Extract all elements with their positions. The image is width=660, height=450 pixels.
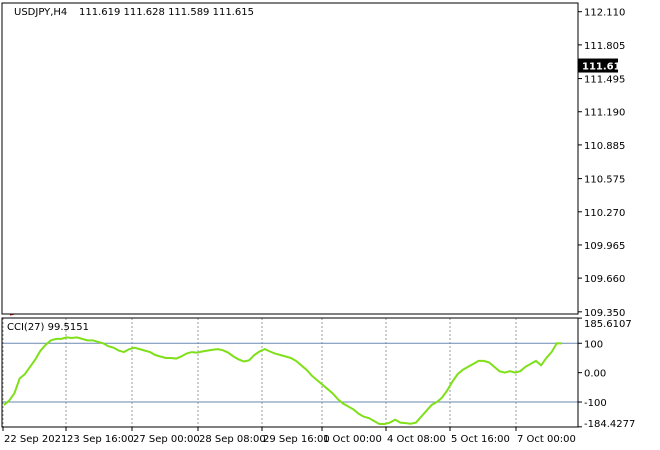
time-tick-label: 1 Oct 00:00	[323, 434, 382, 445]
cci-tick-label: 0.00	[584, 369, 606, 380]
time-tick-label: 4 Oct 08:00	[387, 434, 446, 445]
cci-grid	[2, 318, 578, 427]
price-tick-label: 109.965	[584, 241, 625, 252]
price-tick-label: 110.575	[584, 175, 625, 186]
price-tick-label: 110.885	[584, 141, 625, 152]
time-tick-label: 22 Sep 2021	[4, 434, 67, 445]
cci-tick-label: 100	[584, 339, 603, 350]
cci-tick-label: -184.4277	[584, 419, 635, 430]
price-tick-label: 109.350	[584, 308, 625, 319]
time-tick-label: 27 Sep 00:00	[133, 434, 200, 445]
current-price-tag	[578, 58, 618, 73]
labels: USDJPY,H4 111.619 111.628 111.589 111.61…	[7, 7, 254, 333]
cci-panel-frame	[1, 317, 579, 428]
time-tick-label: 28 Sep 08:00	[199, 434, 266, 445]
cci-label: CCI(27) 99.5151	[7, 322, 89, 333]
cci-line	[3, 336, 563, 426]
symbol-header: USDJPY,H4	[14, 7, 67, 18]
time-tick-label: 7 Oct 00:00	[517, 434, 576, 445]
axes: 112.110 111.805 111.495 111.190 110.885 110.5…	[1, 2, 635, 445]
price-tick-label: 111.805	[584, 41, 625, 52]
price-tick-label: 111.495	[584, 75, 625, 86]
current-price-label: 111.615	[582, 62, 628, 73]
time-tick-label: 5 Oct 16:00	[451, 434, 510, 445]
price-tick-label: 111.190	[584, 108, 625, 119]
time-tick-label: 29 Sep 16:00	[263, 434, 330, 445]
price-tick-label: 109.660	[584, 274, 625, 285]
price-tick-label: 110.270	[584, 208, 625, 219]
ohlc-header: 111.619 111.628 111.589 111.615	[79, 7, 254, 18]
cci-tick-label: 185.6107	[584, 319, 632, 330]
cci-lines	[3, 336, 563, 426]
time-tick-label: 23 Sep 16:00	[67, 434, 134, 445]
main-panel-frame	[1, 2, 579, 315]
cci-tick-label: -100	[584, 398, 607, 409]
price-tick-label: 112.110	[584, 8, 625, 19]
